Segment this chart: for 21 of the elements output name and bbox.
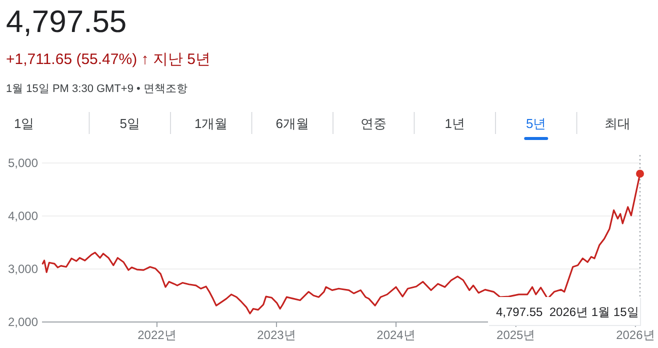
text: 1년 <box>444 116 465 131</box>
x-tick-label: 2025년 <box>496 328 536 342</box>
chart-subtitle: +1,711.65 (55.47%) ↑ 지난 5년 <box>6 51 210 68</box>
x-tick-label: 2022년 <box>138 328 176 342</box>
text: 5일 <box>120 116 140 131</box>
text: 연중 <box>360 116 387 131</box>
text: 1일 <box>14 116 34 131</box>
y-tick-label: 3,000 <box>8 262 38 276</box>
x-tick-label: 2024년 <box>376 328 416 342</box>
text: 5년 <box>526 116 546 131</box>
y-tick-label: 2,000 <box>8 315 38 329</box>
y-tick-label: 5,000 <box>8 156 38 170</box>
text: 6개월 <box>276 116 309 131</box>
x-tick-label: 2023년 <box>257 328 296 342</box>
text: 1개월 <box>194 116 228 131</box>
text: 1월 15일 PM 3:30 GMT+9 • 면책조항 <box>6 83 188 95</box>
y-tick-label: 4,000 <box>8 209 38 223</box>
x-tick-label: 2026년 <box>616 328 655 342</box>
chart-title: 4,797.55 <box>6 4 127 39</box>
annotation: 4,797.55 2026년 1월 15일 <box>496 305 639 319</box>
text: 최대 <box>604 116 630 131</box>
